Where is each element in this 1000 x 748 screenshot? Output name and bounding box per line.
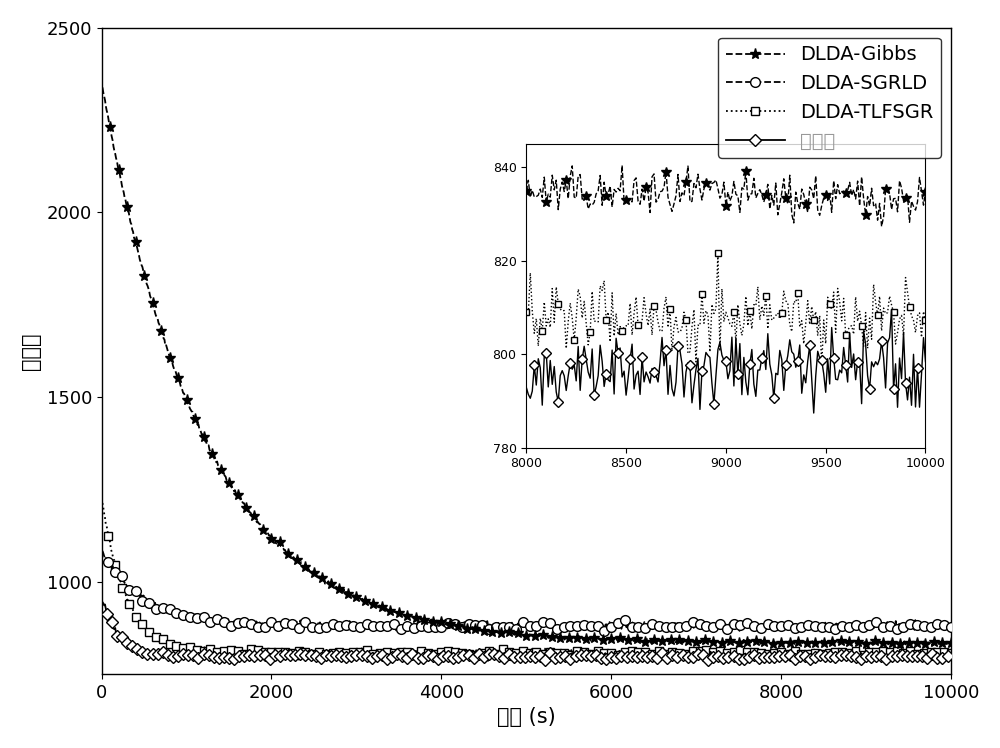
X-axis label: 时间 (s): 时间 (s): [497, 707, 556, 727]
Y-axis label: 困惑度: 困惑度: [21, 332, 41, 370]
Legend: DLDA-Gibbs, DLDA-SGRLD, DLDA-TLFSGR, 本发明: DLDA-Gibbs, DLDA-SGRLD, DLDA-TLFSGR, 本发明: [718, 37, 941, 159]
